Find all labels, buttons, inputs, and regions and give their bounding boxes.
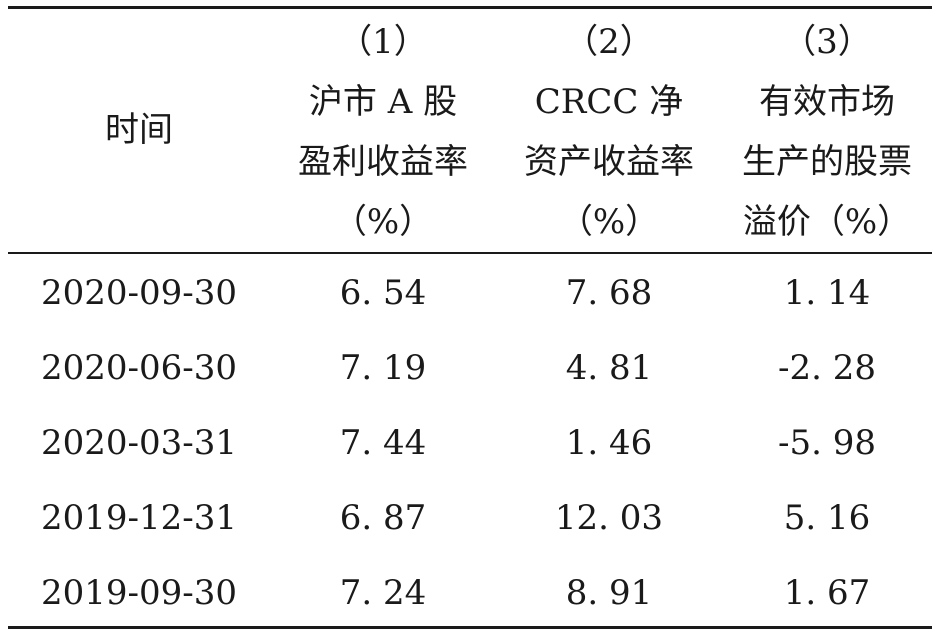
date-cell: 2020-06-30 [40, 348, 238, 388]
earnings-yield-cell: 7. 19 [339, 348, 427, 388]
equity-premium-cell: -2. 28 [778, 348, 876, 388]
equity-premium-cell: 1. 67 [783, 573, 871, 613]
crcc-roe-cell: 7. 68 [565, 273, 653, 313]
header-col2-line: （2） [564, 22, 654, 62]
date-cell: 2019-12-31 [40, 498, 238, 538]
earnings-yield-cell: 6. 54 [339, 273, 427, 313]
header-col3-line: 有效市场 [759, 82, 895, 122]
earnings-yield-cell: 7. 24 [339, 573, 427, 613]
header-col1-line: （1） [338, 22, 428, 62]
equity-premium-cell: -5. 98 [778, 423, 876, 463]
header-col2-line: 资产收益率 [524, 142, 694, 182]
header-col3-line: （3） [782, 22, 872, 62]
header-col2: （2） CRCC 净 资产收益率 （%） [496, 12, 722, 252]
header-col2-line: （%） [558, 202, 660, 242]
header-col1: （1） 沪市 A 股 盈利收益率 （%） [270, 12, 496, 252]
header-col3: （3） 有效市场 生产的股票 溢价（%） [722, 12, 932, 252]
date-cell: 2019-09-30 [40, 573, 238, 613]
top-rule [8, 6, 932, 9]
equity-premium-cell: 1. 14 [783, 273, 871, 313]
crcc-roe-cell: 4. 81 [565, 348, 653, 388]
crcc-roe-cell: 1. 46 [565, 423, 653, 463]
header-col3-line: 生产的股票 [742, 142, 912, 182]
header-col3-line: 溢价（%） [742, 202, 912, 242]
bottom-rule [8, 626, 932, 629]
crcc-roe-cell: 8. 91 [565, 573, 653, 613]
header-col2-line: CRCC 净 [534, 82, 684, 122]
date-cell: 2020-03-31 [40, 423, 238, 463]
header-col1-line: 沪市 A 股 [308, 82, 458, 122]
earnings-yield-cell: 6. 87 [339, 498, 427, 538]
header-rule [8, 252, 932, 254]
header-col1-line: （%） [332, 202, 434, 242]
header-col1-line: 盈利收益率 [298, 142, 468, 182]
date-cell: 2020-09-30 [40, 273, 238, 313]
equity-premium-cell: 5. 16 [783, 498, 871, 538]
crcc-roe-cell: 12. 03 [554, 498, 664, 538]
header-time: 时间 [105, 110, 173, 150]
earnings-yield-cell: 7. 44 [339, 423, 427, 463]
